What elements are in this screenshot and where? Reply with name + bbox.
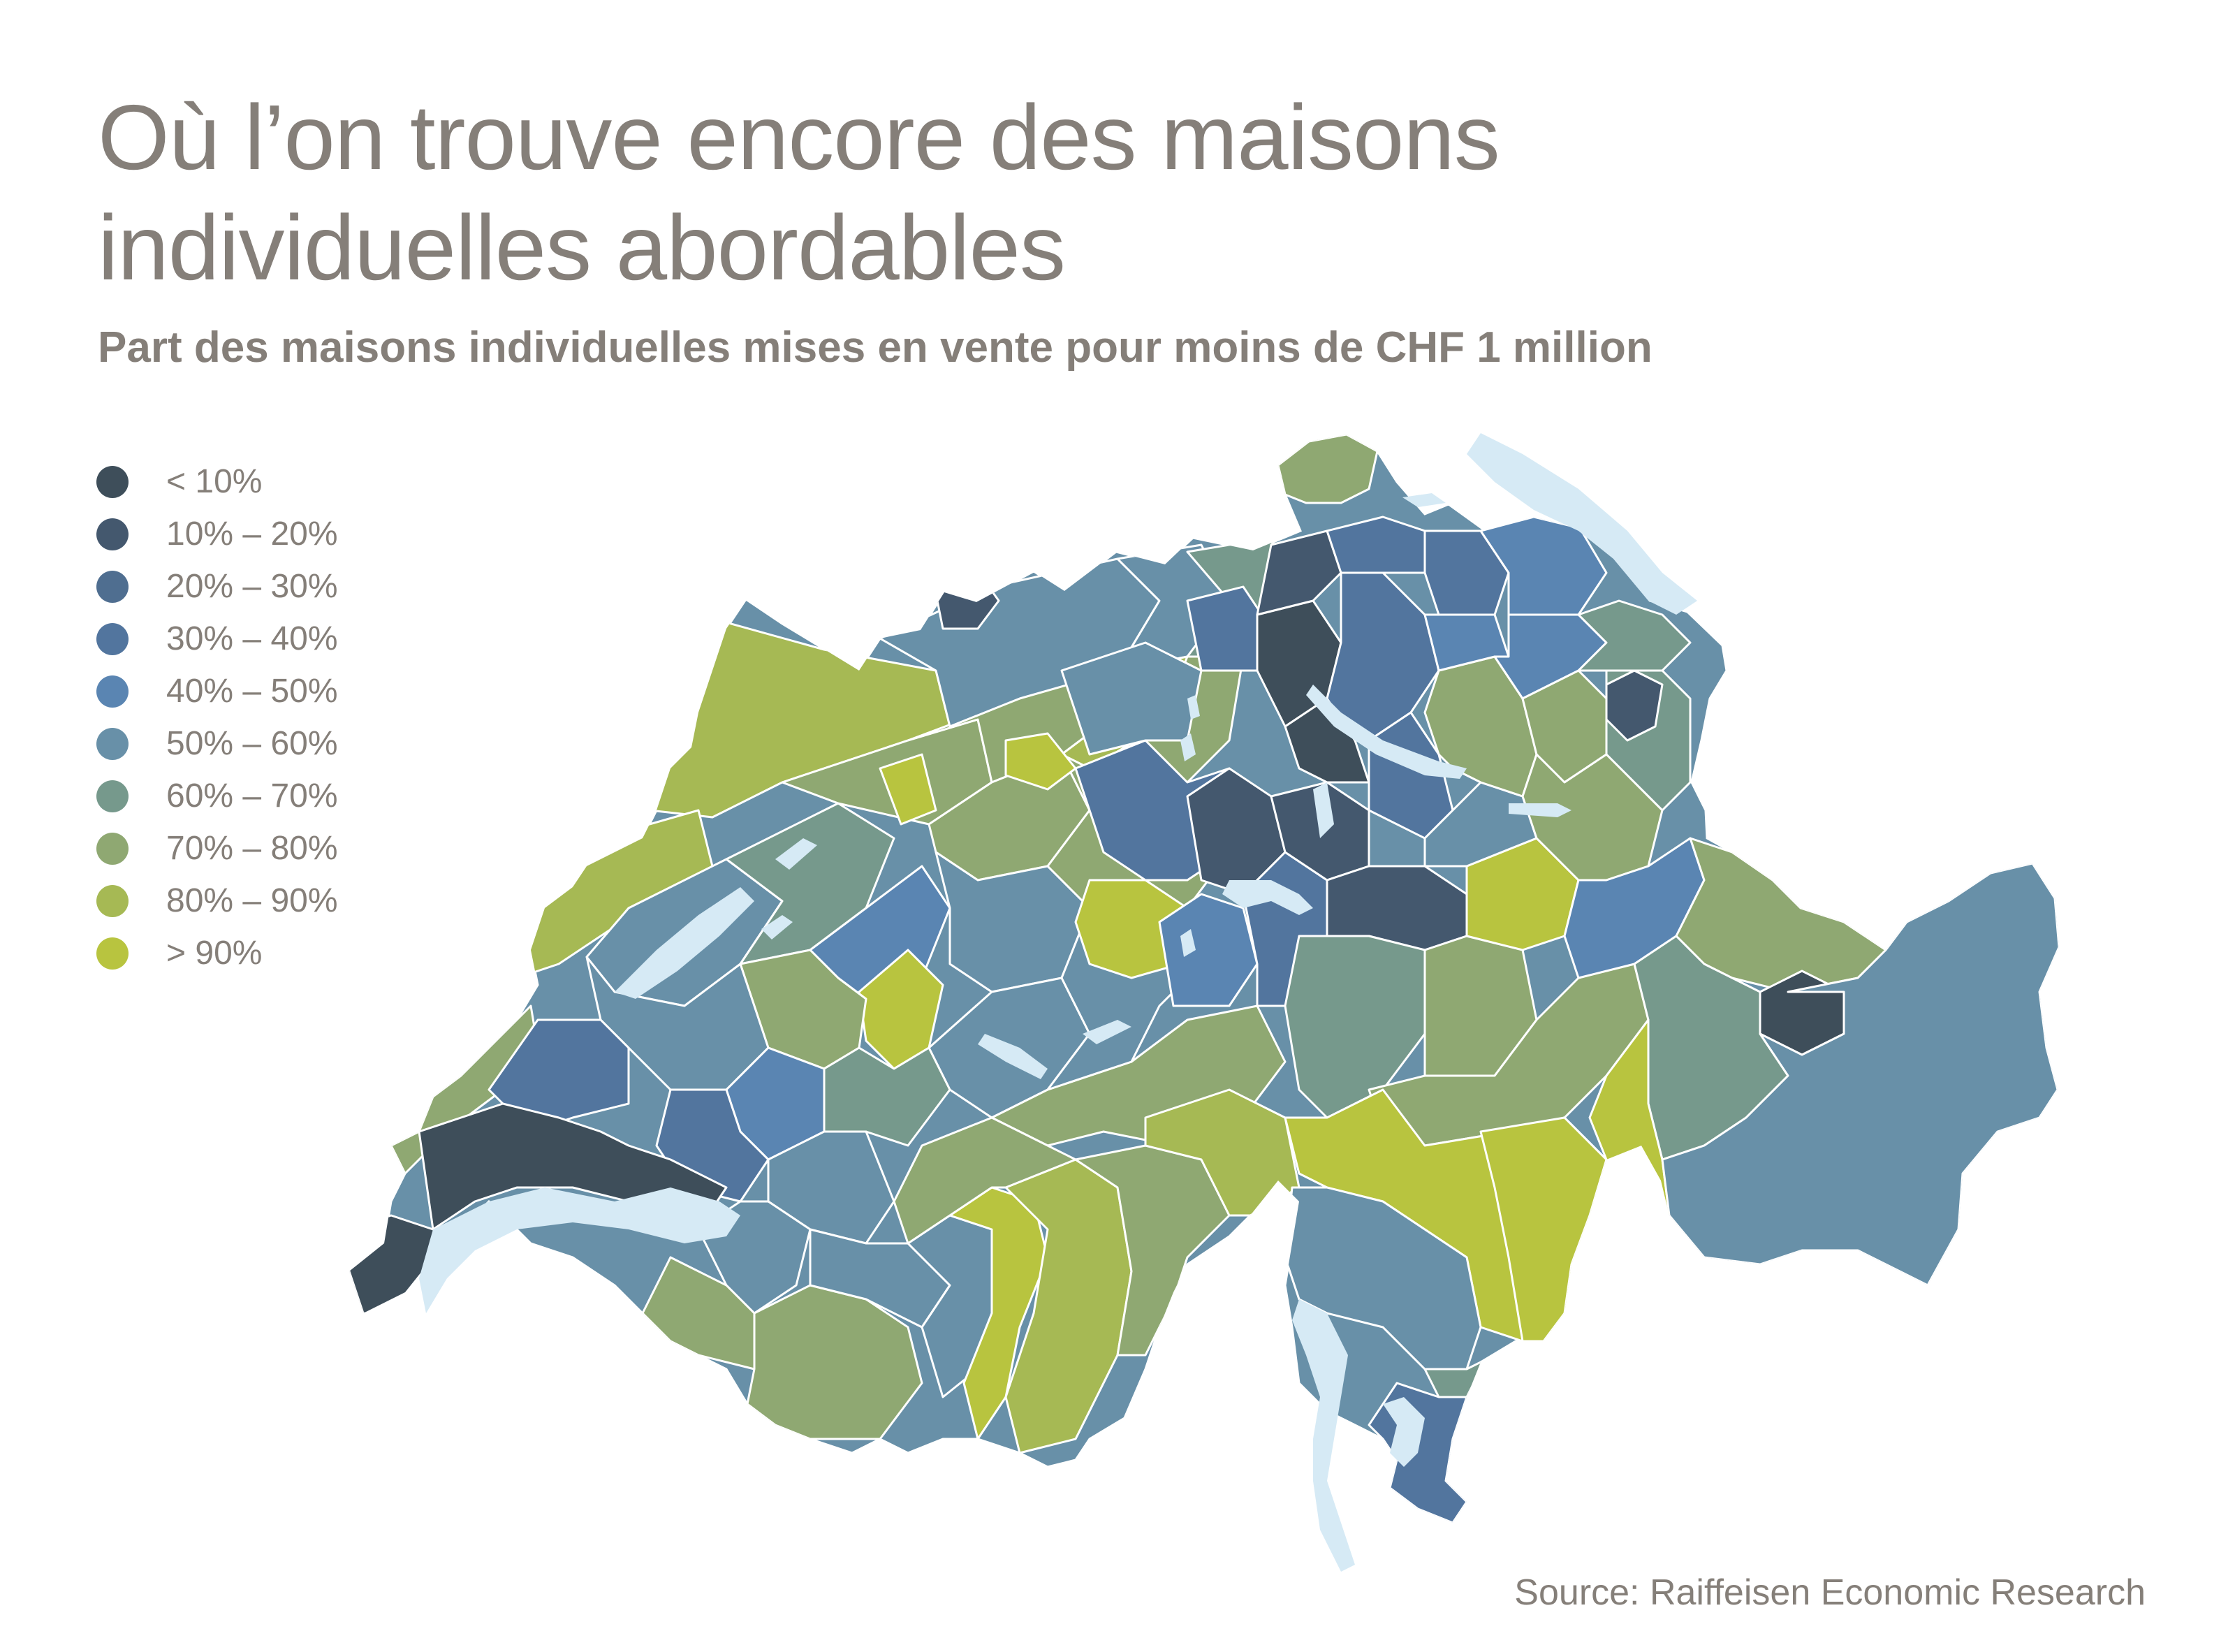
legend-swatch-8 bbox=[96, 832, 129, 865]
lake-lugano bbox=[1383, 1397, 1425, 1467]
region-goms bbox=[1144, 1088, 1300, 1217]
lake-constance bbox=[1467, 433, 1697, 615]
legend-item-9: 80% – 90% bbox=[96, 875, 338, 927]
lake-brienz bbox=[1083, 1020, 1131, 1044]
legend-swatch-5 bbox=[96, 675, 129, 708]
legend-item-8: 70% – 80% bbox=[96, 822, 338, 875]
legend-item-3: 20% – 30% bbox=[96, 560, 338, 613]
map-regions bbox=[348, 433, 2060, 1572]
region-chablais bbox=[641, 1256, 756, 1370]
map-title-line-1: Où l’on trouve encore des maisons bbox=[98, 86, 1500, 189]
legend-label-7: 60% – 70% bbox=[166, 777, 338, 814]
region-schaffhausen bbox=[1277, 434, 1379, 504]
lake-rhine-west bbox=[1402, 493, 1446, 507]
lake-sempach bbox=[1180, 733, 1196, 761]
map-title-line-2: individuelles abordables bbox=[98, 196, 1066, 299]
legend-item-1: < 10% bbox=[96, 455, 338, 508]
legend-swatch-10 bbox=[96, 937, 129, 970]
lake-lucerne bbox=[1222, 880, 1313, 915]
lake-murten bbox=[761, 915, 793, 940]
legend-label-1: < 10% bbox=[166, 463, 263, 500]
legend-label-9: 80% – 90% bbox=[166, 882, 338, 919]
lake-zurich bbox=[1306, 685, 1467, 779]
region-bellinzona bbox=[1479, 1116, 1608, 1343]
legend-label-8: 70% – 80% bbox=[166, 830, 338, 867]
legend-label-10: > 90% bbox=[166, 935, 263, 972]
legend-swatch-7 bbox=[96, 780, 129, 812]
legend-item-4: 30% – 40% bbox=[96, 613, 338, 665]
legend-swatch-1 bbox=[96, 465, 129, 498]
legend-swatch-6 bbox=[96, 727, 129, 760]
lake-sarnen bbox=[1180, 929, 1196, 957]
source-note: Source: Raiffeisen Economic Research bbox=[1514, 1572, 2146, 1613]
legend: < 10% 10% – 20% 20% – 30% 30% – 40% 40% … bbox=[96, 455, 338, 979]
legend-label-3: 20% – 30% bbox=[166, 568, 338, 605]
lake-walensee bbox=[1509, 803, 1571, 817]
region-biel bbox=[879, 753, 937, 826]
legend-item-10: > 90% bbox=[96, 927, 338, 979]
map-title: Où l’on trouve encore des maisons indivi… bbox=[98, 82, 1984, 303]
lake-hallwil bbox=[1187, 695, 1200, 719]
legend-label-4: 30% – 40% bbox=[166, 620, 338, 657]
legend-swatch-4 bbox=[96, 622, 129, 655]
region-leuk bbox=[893, 1116, 1077, 1245]
region-appenzell-inner bbox=[1605, 669, 1664, 742]
region-zurich-north bbox=[1256, 529, 1342, 616]
legend-item-5: 40% – 50% bbox=[96, 665, 338, 717]
lake-maggiore bbox=[1292, 1299, 1355, 1572]
region-langenthal bbox=[1004, 732, 1077, 791]
legend-label-5: 40% – 50% bbox=[166, 673, 338, 710]
legend-swatch-3 bbox=[96, 570, 129, 603]
legend-item-7: 60% – 70% bbox=[96, 770, 338, 822]
lake-geneva bbox=[419, 1187, 740, 1313]
legend-swatch-2 bbox=[96, 518, 129, 550]
region-thurgau-east bbox=[1479, 516, 1608, 616]
region-obwalden bbox=[1074, 879, 1189, 979]
map-subtitle: Part des maisons individuelles mises en … bbox=[98, 323, 1653, 372]
lake-biel bbox=[775, 838, 817, 870]
legend-swatch-9 bbox=[96, 884, 129, 917]
lake-thun bbox=[978, 1034, 1048, 1079]
legend-label-2: 10% – 20% bbox=[166, 516, 338, 553]
legend-item-2: 10% – 20% bbox=[96, 508, 338, 560]
lake-zug bbox=[1313, 782, 1334, 838]
lake-neuchatel bbox=[615, 887, 754, 999]
legend-label-6: 50% – 60% bbox=[166, 725, 338, 762]
legend-item-6: 50% – 60% bbox=[96, 717, 338, 770]
